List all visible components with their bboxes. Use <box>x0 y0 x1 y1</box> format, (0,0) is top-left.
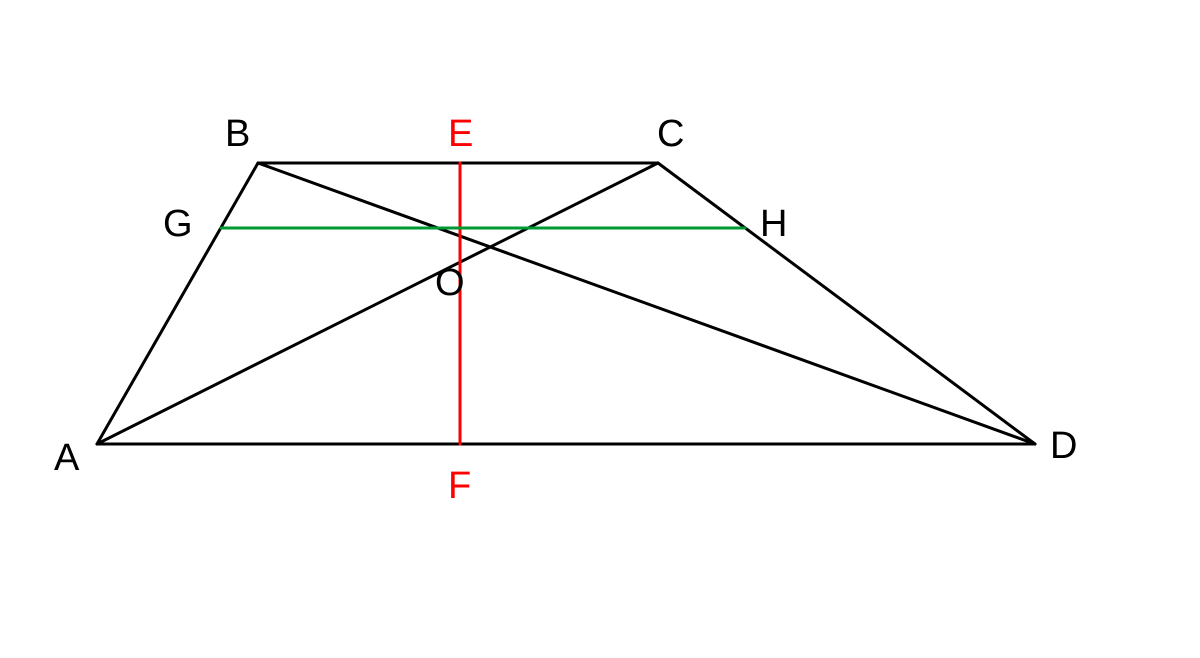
label-O: O <box>435 262 465 304</box>
label-G: G <box>163 203 193 245</box>
label-C: C <box>657 113 684 155</box>
label-A: A <box>54 437 80 479</box>
label-D: D <box>1050 425 1077 467</box>
geometry-diagram: A B C D E F G H O <box>0 0 1200 658</box>
label-E: E <box>448 113 473 155</box>
label-H: H <box>760 203 787 245</box>
label-B: B <box>225 113 250 155</box>
segment-CD <box>658 163 1035 444</box>
label-F: F <box>448 465 471 507</box>
labels-group: A B C D E F G H O <box>54 113 1077 507</box>
segments-group <box>97 163 1035 444</box>
